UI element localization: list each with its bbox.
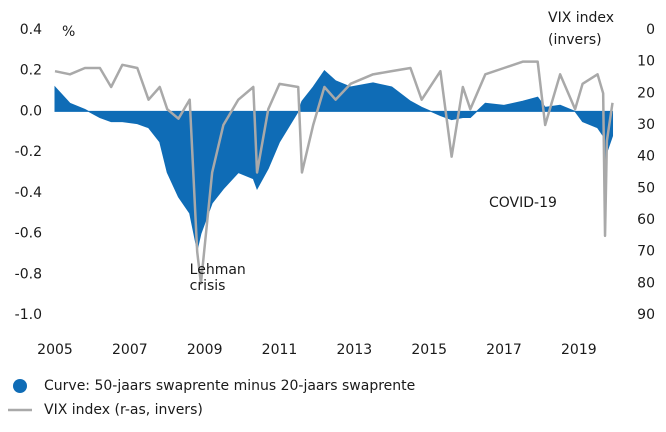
- y2-tick-label: 30: [637, 117, 655, 133]
- y-tick-label: 0.4: [20, 22, 42, 38]
- y2-tick-label: 10: [637, 54, 655, 70]
- y2-tick-label: 70: [637, 244, 655, 260]
- y2-axis-label: (invers): [548, 32, 602, 48]
- y-tick-label: -0.2: [15, 144, 42, 160]
- y-axis-label: %: [62, 24, 75, 40]
- x-tick-label: 2007: [112, 342, 148, 358]
- annotation: COVID-19: [489, 195, 557, 211]
- x-tick-label: 2011: [262, 342, 298, 358]
- x-tick-label: 2015: [411, 342, 447, 358]
- x-tick-label: 2017: [486, 342, 522, 358]
- y2-tick-label: 0: [646, 22, 655, 38]
- y2-tick-label: 90: [637, 307, 655, 323]
- y-tick-label: -0.8: [15, 266, 42, 282]
- y2-tick-label: 60: [637, 212, 655, 228]
- x-tick-label: 2009: [187, 342, 223, 358]
- y-tick-label: 0.0: [20, 103, 42, 119]
- x-tick-label: 2019: [561, 342, 597, 358]
- legend-marker: [13, 379, 27, 393]
- legend-label: VIX index (r-as, invers): [44, 402, 203, 418]
- annotation: Lehman: [190, 262, 246, 278]
- x-tick-label: 2005: [37, 342, 73, 358]
- annotation: crisis: [190, 278, 226, 294]
- y2-tick-label: 80: [637, 275, 655, 291]
- y-tick-label: -0.4: [15, 185, 42, 201]
- y-tick-label: -1.0: [15, 307, 42, 323]
- y2-tick-label: 40: [637, 149, 655, 165]
- y-tick-label: 0.2: [20, 63, 42, 79]
- y2-tick-label: 20: [637, 85, 655, 101]
- y2-axis-label: VIX index: [548, 10, 614, 26]
- line: [54, 60, 614, 285]
- y2-tick-label: 50: [637, 180, 655, 196]
- legend-label: Curve: 50-jaars swaprente minus 20-jaars…: [44, 378, 415, 394]
- y-tick-label: -0.6: [15, 226, 42, 242]
- x-tick-label: 2013: [337, 342, 373, 358]
